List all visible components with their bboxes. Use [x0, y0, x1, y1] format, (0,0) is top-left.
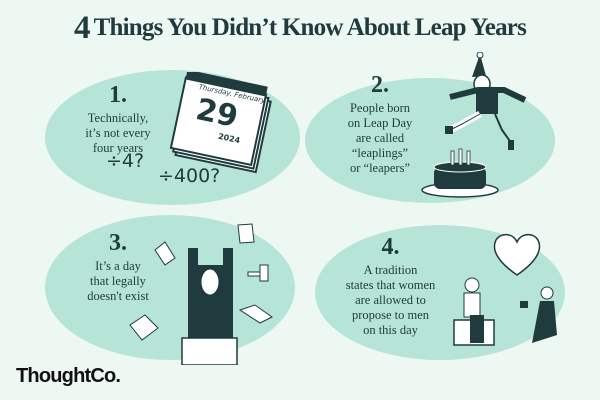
- fact-line: Technically,: [87, 111, 149, 125]
- fact-line: doesn't exist: [87, 289, 149, 303]
- fact-line: It’s a day: [95, 259, 141, 273]
- birthday-cake-icon: [421, 148, 499, 198]
- judge-illustration: [129, 223, 273, 365]
- fact-2: 2. People born on Leap Day are called “l…: [330, 72, 430, 176]
- fact-3: 3. It’s a day that legally doesn't exist: [68, 230, 168, 304]
- fact-4: 4. A tradition states that women are all…: [328, 234, 453, 338]
- fact-line: on Leap Day: [347, 116, 413, 130]
- jumping-person-illustration: [445, 52, 527, 150]
- fact-line: on this day: [363, 323, 418, 337]
- fact-number: 3.: [109, 230, 127, 256]
- fact-line: are called: [355, 131, 405, 145]
- page-title: 4 Things You Didn’t Know About Leap Years: [0, 10, 600, 47]
- math-div400: ÷400?: [158, 165, 221, 187]
- fact-line: that legally: [90, 274, 146, 288]
- fact-line: are allowed to: [355, 293, 426, 307]
- fact-line: People born: [349, 101, 411, 115]
- fact-line: “leaplings”: [351, 146, 409, 160]
- fact-number: 2.: [371, 72, 389, 98]
- thoughtco-logo: ThoughtCo.: [16, 365, 121, 387]
- title-text: Things You Didn’t Know About Leap Years: [93, 14, 527, 41]
- fact-line: it’s not every: [85, 126, 151, 140]
- fact-line: propose to men: [351, 308, 430, 322]
- math-div4: ÷4?: [106, 150, 145, 172]
- fact-line: or “leapers”: [349, 161, 411, 175]
- fact-number: 1.: [109, 82, 127, 108]
- calendar-illustration: [169, 72, 272, 174]
- fact-line: states that women: [345, 278, 436, 292]
- heart-icon: [493, 233, 541, 276]
- fact-line: four years: [92, 141, 144, 155]
- proposal-illustration: [453, 277, 557, 346]
- fact-line: A tradition: [363, 263, 418, 277]
- title-number: 4: [73, 10, 90, 46]
- fact-1: 1. Technically, it’s not every four year…: [68, 82, 168, 156]
- fact-number: 4.: [381, 234, 400, 260]
